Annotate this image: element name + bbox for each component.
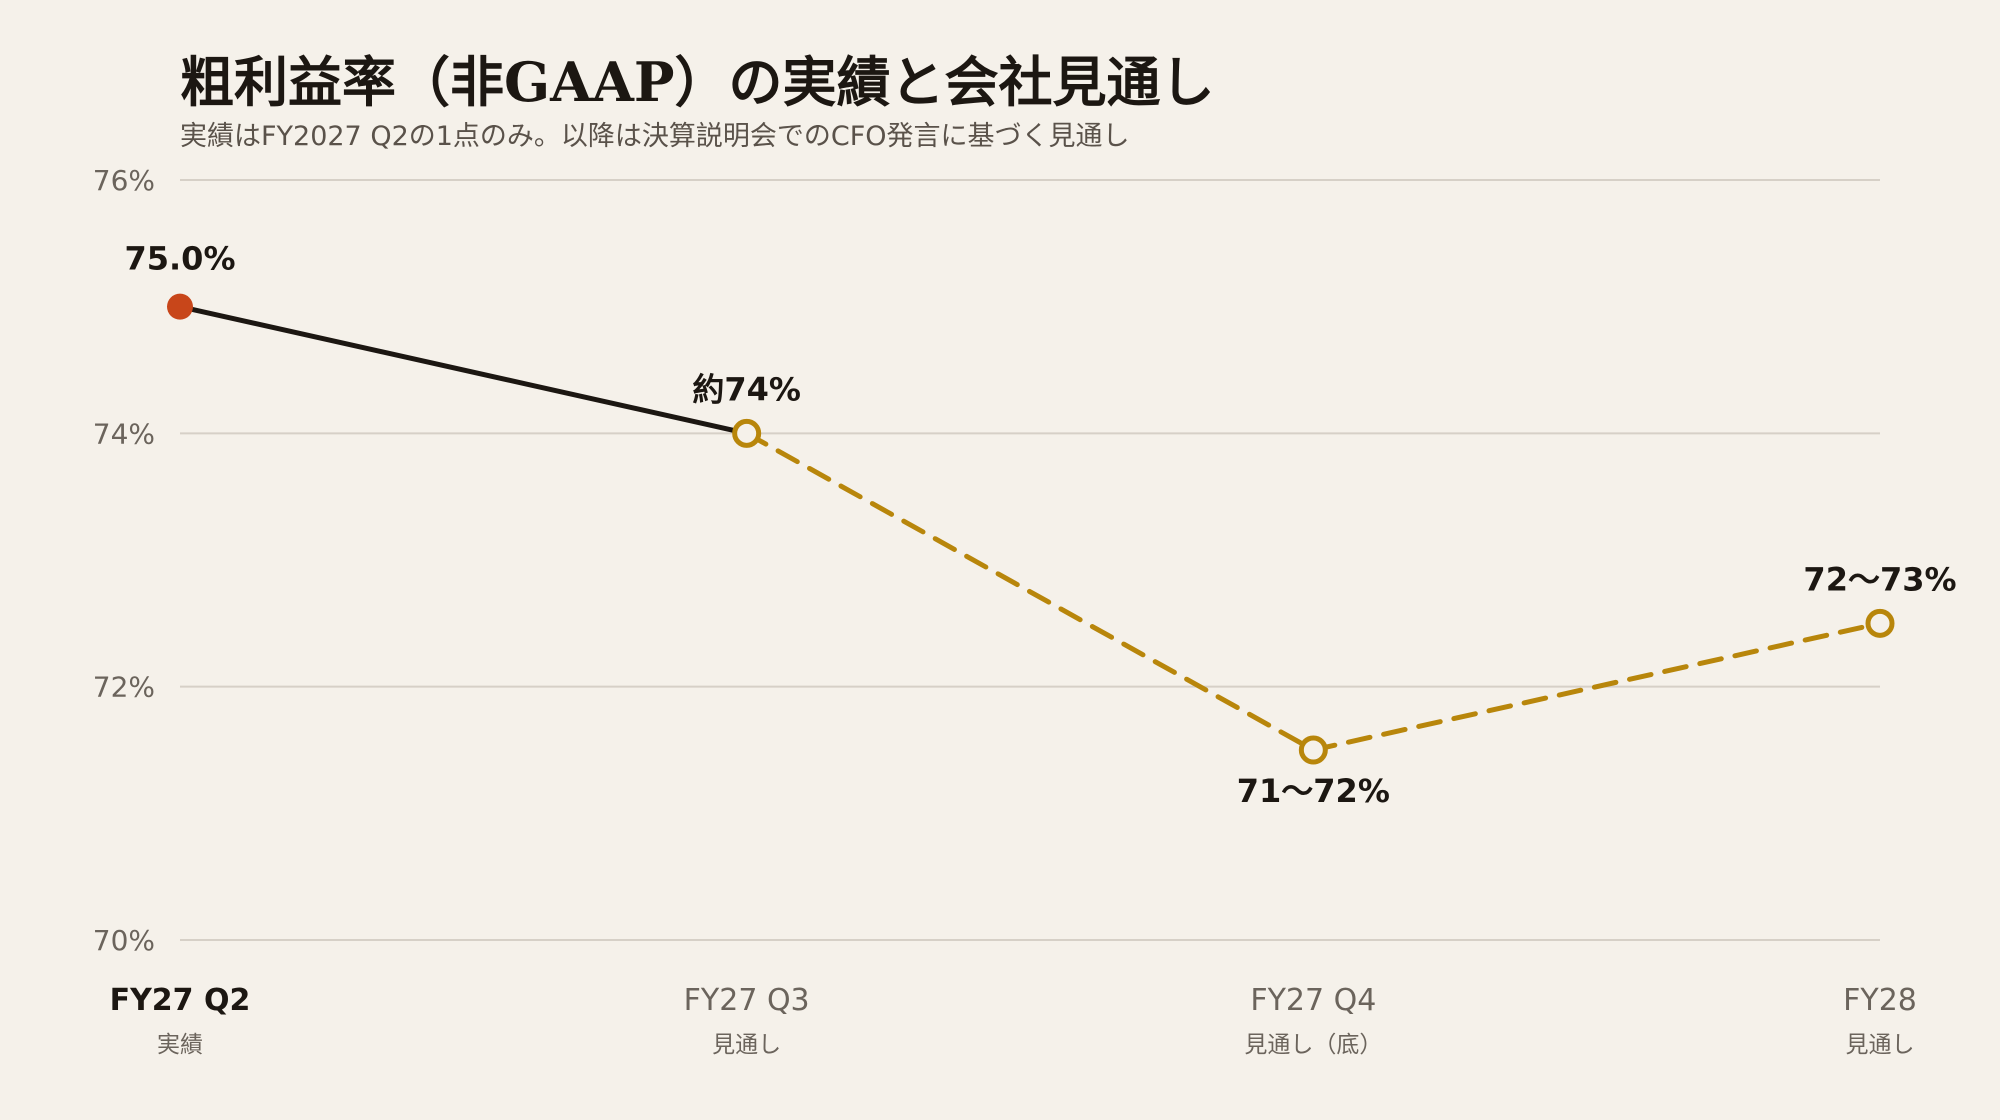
x-tick-label: FY27 Q4	[1250, 983, 1376, 1018]
actual-data-point	[167, 293, 193, 320]
forecast-data-point	[1298, 735, 1328, 765]
series-lines	[177, 304, 1883, 753]
y-tick-label: 72%	[93, 671, 155, 704]
data-label: 72〜73%	[1803, 560, 1956, 598]
y-tick-label: 76%	[93, 164, 155, 197]
forecast-data-point	[732, 418, 762, 448]
x-tick-label: FY27 Q2	[110, 983, 251, 1018]
forecast-data-point	[1865, 608, 1895, 638]
y-tick-label: 70%	[93, 924, 155, 957]
x-tick-label: FY27 Q3	[684, 983, 810, 1018]
chart-title: 粗利益率（非GAAP）の実績と会社見通し	[180, 50, 1215, 114]
data-labels: 75.0% 約74% 71〜72% 72〜73%	[124, 240, 1956, 810]
x-tick-sublabel: 見通し	[712, 1032, 781, 1058]
data-label: 約74%	[692, 370, 801, 408]
y-axis-ticks: 70% 72% 74% 76%	[93, 164, 155, 957]
data-points	[167, 293, 1895, 765]
data-label: 75.0%	[124, 240, 235, 278]
actual-line-segment	[177, 304, 750, 436]
x-axis-labels: FY27 Q2 実績 FY27 Q3 見通し FY27 Q4 見通し（底） FY28 見通し	[110, 983, 1917, 1058]
y-tick-label: 74%	[93, 417, 155, 450]
x-tick-sublabel: 実績	[157, 1032, 203, 1058]
gridlines	[180, 179, 1880, 941]
forecast-line-segment	[1310, 620, 1883, 753]
forecast-line-segment	[744, 430, 1316, 753]
x-tick-sublabel: 見通し	[1846, 1032, 1915, 1058]
chart-subtitle: 実績はFY2027 Q2の1点のみ。以降は決算説明会でのCFO発言に基づく見通し	[180, 121, 1130, 152]
x-tick-label: FY28	[1843, 983, 1917, 1018]
data-label: 71〜72%	[1237, 772, 1390, 810]
x-tick-sublabel: 見通し（底）	[1244, 1032, 1382, 1058]
